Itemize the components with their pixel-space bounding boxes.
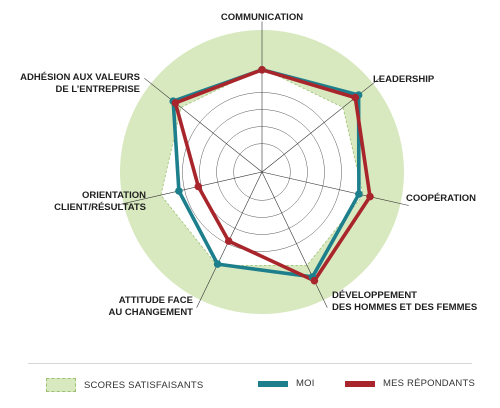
- legend-swatch-repondants: [345, 380, 375, 387]
- series-2-point-5: [224, 237, 233, 245]
- axis-label-7: ADHÉSION AUX VALEURS DE L’ENTREPRISE: [20, 72, 140, 95]
- axis-label-2: LEADERSHIP: [373, 74, 435, 85]
- legend-divider: [28, 363, 472, 364]
- legend-item-moi: MOI: [258, 378, 315, 389]
- legend-label-repondants: MES RÉPONDANTS: [383, 378, 476, 389]
- legend-label-moi: MOI: [296, 378, 315, 389]
- series-1-point-6: [175, 187, 183, 195]
- legend-label-satisfactory: SCORES SATISFAISANTS: [84, 379, 204, 391]
- series-2-point-7: [171, 99, 180, 107]
- series-2-point-2: [351, 93, 360, 102]
- legend-item-satisfactory: SCORES SATISFAISANTS: [46, 378, 203, 392]
- axis-label-5: ATTITUDE FACE AU CHANGEMENT: [109, 295, 194, 318]
- series-1-point-5: [213, 260, 222, 268]
- legend-swatch-moi: [258, 380, 288, 387]
- axis-label-1: COMMUNICATION: [221, 12, 303, 23]
- axis-spoke-6: [115, 171, 263, 206]
- series-2-point-6: [194, 182, 203, 191]
- axis-label-6: ORIENTATION CLIENT/RÉSULTATS: [54, 190, 146, 213]
- radar-chart: COMMUNICATION LEADERSHIP COOPÉRATION DÉVELO…: [20, 12, 477, 318]
- legend: SCORES SATISFAISANTS MOI MES RÉPONDANTS: [0, 360, 500, 408]
- series-2-point-4: [310, 276, 319, 285]
- series-2-point-1: [258, 66, 266, 74]
- series-2-point-3: [366, 192, 374, 201]
- axis-spoke-3: [261, 171, 409, 206]
- series-1-point-3: [355, 190, 363, 198]
- axis-label-4: DÉVELOPPEMENT DES HOMMES ET DES FEMMES: [332, 290, 477, 313]
- legend-swatch-satisfactory: [46, 378, 76, 392]
- axis-label-3: COOPÉRATION: [406, 193, 476, 204]
- axis-spoke-7: [144, 77, 263, 173]
- legend-item-repondants: MES RÉPONDANTS: [345, 378, 475, 389]
- axis-spoke-4: [261, 171, 328, 308]
- series-line-2: [173, 68, 372, 283]
